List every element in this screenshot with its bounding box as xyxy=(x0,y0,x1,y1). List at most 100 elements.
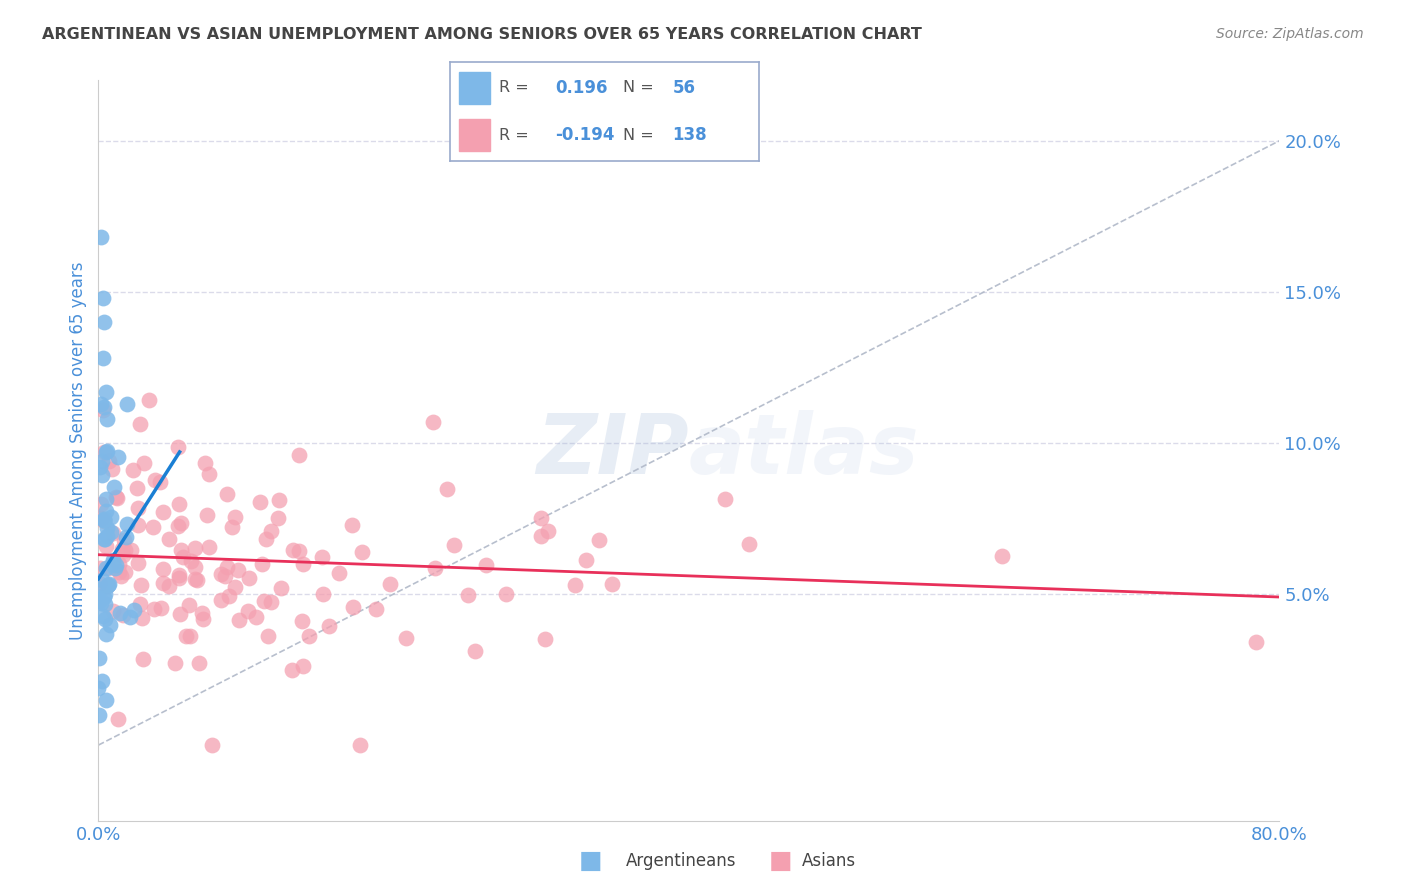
Point xyxy=(91,291,114,305)
Point xyxy=(167,571,190,585)
Point xyxy=(318,619,340,633)
Point xyxy=(97,560,120,574)
Point xyxy=(215,487,238,501)
Point xyxy=(152,562,174,576)
Bar xyxy=(460,72,491,103)
Point xyxy=(94,539,117,553)
Point xyxy=(115,517,138,532)
Point xyxy=(94,491,117,506)
Point xyxy=(184,572,207,586)
Point xyxy=(131,578,153,592)
Point xyxy=(96,529,118,543)
Point xyxy=(94,561,117,575)
Point xyxy=(104,558,127,573)
Point xyxy=(457,588,479,602)
Point xyxy=(238,571,260,585)
Point xyxy=(101,605,124,619)
Point xyxy=(97,578,120,592)
Bar xyxy=(460,120,491,151)
Text: Argentineans: Argentineans xyxy=(626,852,737,870)
Point xyxy=(107,450,129,465)
Point xyxy=(89,707,111,722)
Point xyxy=(89,460,111,475)
Point xyxy=(217,559,239,574)
Point xyxy=(254,532,277,546)
Point xyxy=(131,610,153,624)
Point xyxy=(180,554,202,568)
Point xyxy=(91,403,114,417)
Point xyxy=(738,537,761,551)
Point xyxy=(259,524,281,538)
Point xyxy=(114,565,136,579)
Point xyxy=(131,652,153,666)
Point xyxy=(245,609,267,624)
Point xyxy=(152,505,174,519)
Text: Source: ZipAtlas.com: Source: ZipAtlas.com xyxy=(1216,27,1364,41)
Point xyxy=(87,650,110,665)
Point xyxy=(224,510,246,524)
Point xyxy=(253,593,276,607)
Point xyxy=(311,587,333,601)
Point xyxy=(197,508,219,522)
Point xyxy=(138,392,160,407)
Text: ■: ■ xyxy=(769,849,792,872)
Point xyxy=(94,444,117,458)
Point xyxy=(94,532,117,546)
Point xyxy=(179,599,201,613)
Point xyxy=(588,533,610,548)
Point xyxy=(179,629,201,643)
Text: ARGENTINEAN VS ASIAN UNEMPLOYMENT AMONG SENIORS OVER 65 YEARS CORRELATION CHART: ARGENTINEAN VS ASIAN UNEMPLOYMENT AMONG … xyxy=(42,27,922,42)
Point xyxy=(122,462,145,476)
Point xyxy=(174,629,197,643)
Point xyxy=(188,656,211,670)
Point xyxy=(218,589,240,603)
Point xyxy=(149,475,172,490)
Point xyxy=(169,607,191,621)
Point xyxy=(112,533,135,547)
Point xyxy=(228,563,250,577)
Point xyxy=(89,561,111,575)
Point xyxy=(152,575,174,590)
Point xyxy=(93,514,115,528)
Point xyxy=(103,480,125,494)
Point xyxy=(93,445,115,459)
Point xyxy=(224,580,246,594)
Point xyxy=(93,612,115,626)
Point xyxy=(564,578,586,592)
Text: N =: N = xyxy=(623,128,659,143)
Text: ZIP: ZIP xyxy=(536,410,689,491)
Point xyxy=(267,511,290,525)
Point xyxy=(184,560,207,574)
Point xyxy=(103,553,125,567)
Point xyxy=(96,411,118,425)
Point xyxy=(134,456,156,470)
Text: 138: 138 xyxy=(672,126,707,144)
Text: R =: R = xyxy=(499,80,534,95)
Text: R =: R = xyxy=(499,128,534,143)
Y-axis label: Unemployment Among Seniors over 65 years: Unemployment Among Seniors over 65 years xyxy=(69,261,87,640)
Text: Asians: Asians xyxy=(801,852,855,870)
Point xyxy=(118,610,141,624)
Point xyxy=(93,532,115,546)
Point xyxy=(100,525,122,540)
Point xyxy=(91,573,114,587)
Point xyxy=(228,613,250,627)
Point xyxy=(87,681,110,695)
Point xyxy=(209,593,232,607)
Point xyxy=(575,553,598,567)
Text: N =: N = xyxy=(623,80,659,95)
Point xyxy=(96,579,118,593)
Point xyxy=(94,504,117,518)
Point xyxy=(89,594,111,608)
Point xyxy=(291,659,314,673)
Point xyxy=(252,557,274,571)
Point xyxy=(349,738,371,752)
Point xyxy=(249,495,271,509)
Point xyxy=(90,497,112,511)
Point xyxy=(111,607,134,622)
Point xyxy=(111,542,134,557)
Point xyxy=(101,557,124,571)
Point xyxy=(163,657,186,671)
Point xyxy=(495,587,517,601)
Point xyxy=(100,509,122,524)
